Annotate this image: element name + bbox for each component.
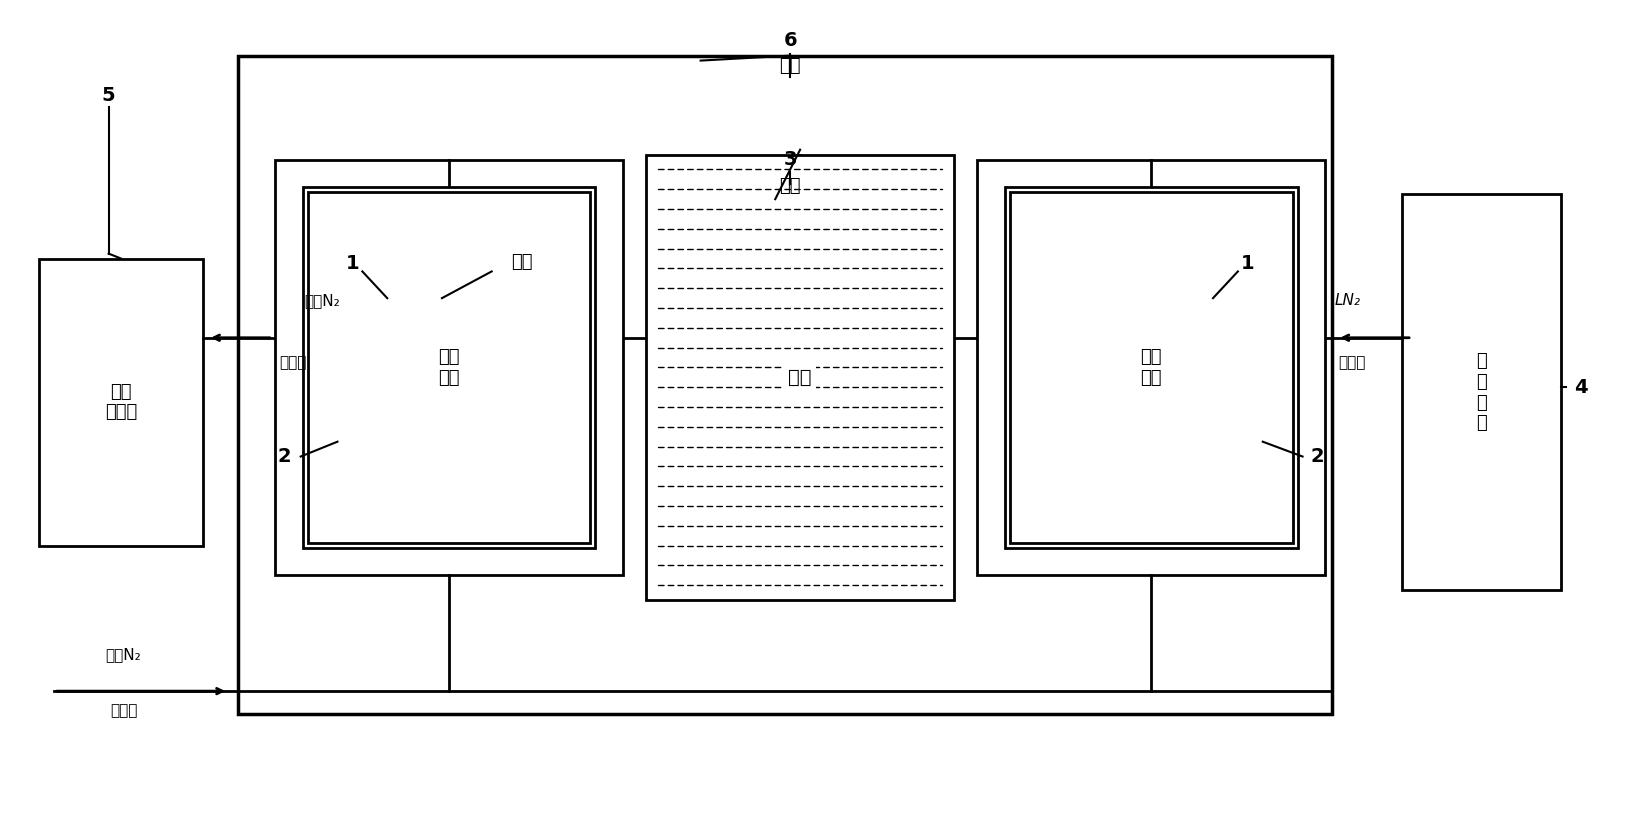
Text: 2: 2 [1310, 447, 1325, 466]
Bar [977, 159, 1325, 575]
Bar [39, 259, 204, 546]
Bar [302, 187, 595, 547]
Text: 排气管: 排气管 [110, 704, 136, 718]
Bar [302, 189, 582, 546]
Text: 外壳: 外壳 [779, 57, 801, 75]
Text: 液氮: 液氮 [789, 367, 812, 387]
Bar [307, 192, 590, 543]
Bar [1004, 187, 1297, 547]
Bar [646, 155, 954, 600]
Text: 1: 1 [345, 254, 358, 273]
Text: 温度
转换器: 温度 转换器 [105, 383, 136, 422]
Text: 排气管: 排气管 [279, 355, 306, 370]
Text: 常温N₂: 常温N₂ [105, 647, 141, 662]
Text: 交流
绕组: 交流 绕组 [1141, 348, 1162, 387]
Text: 4: 4 [1575, 378, 1588, 397]
Text: 低温N₂: 低温N₂ [304, 293, 340, 308]
Bar [278, 164, 607, 570]
Text: 6: 6 [783, 31, 797, 50]
Text: 液
氮
储
槽: 液 氮 储 槽 [1476, 352, 1488, 432]
Text: 1: 1 [1241, 254, 1254, 273]
Bar [238, 56, 1332, 713]
Text: 铁心: 铁心 [511, 252, 533, 270]
Text: LN₂: LN₂ [1335, 293, 1360, 308]
Bar [1009, 192, 1292, 543]
Text: 2: 2 [278, 447, 291, 466]
Bar [1402, 194, 1562, 590]
Text: 5: 5 [102, 85, 115, 104]
Text: 输液管: 输液管 [1338, 355, 1366, 370]
Text: 3: 3 [784, 150, 797, 169]
Text: 杜瓦: 杜瓦 [779, 178, 801, 196]
Text: 交流
绕组: 交流 绕组 [439, 348, 460, 387]
Bar [275, 159, 623, 575]
